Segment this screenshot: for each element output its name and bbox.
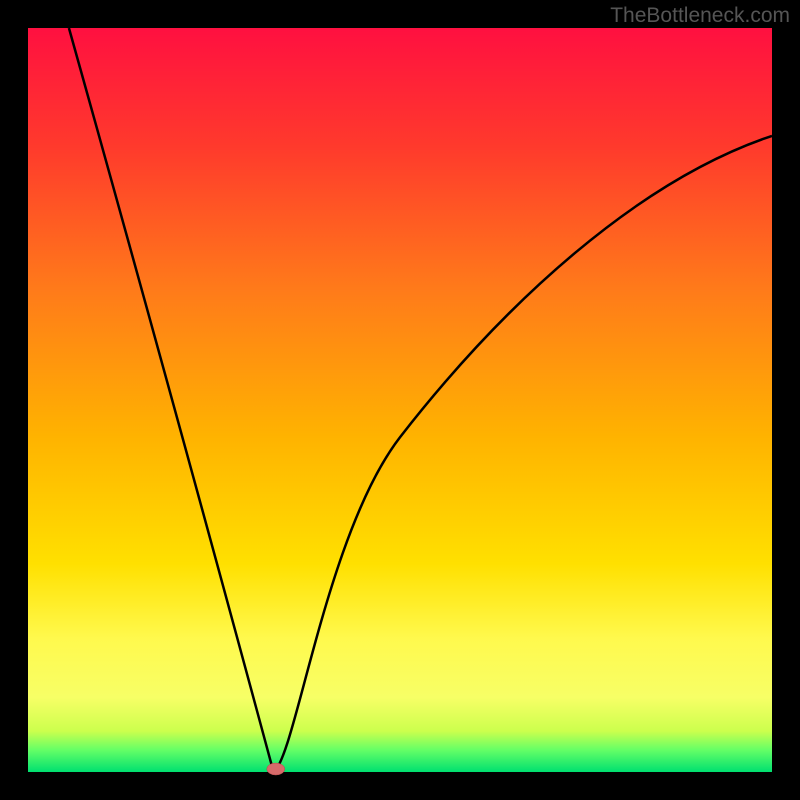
watermark-text: TheBottleneck.com (610, 4, 790, 28)
bottleneck-chart: TheBottleneck.com (0, 0, 800, 800)
chart-svg (0, 0, 800, 800)
optimum-marker (267, 763, 285, 775)
plot-background (28, 28, 772, 772)
